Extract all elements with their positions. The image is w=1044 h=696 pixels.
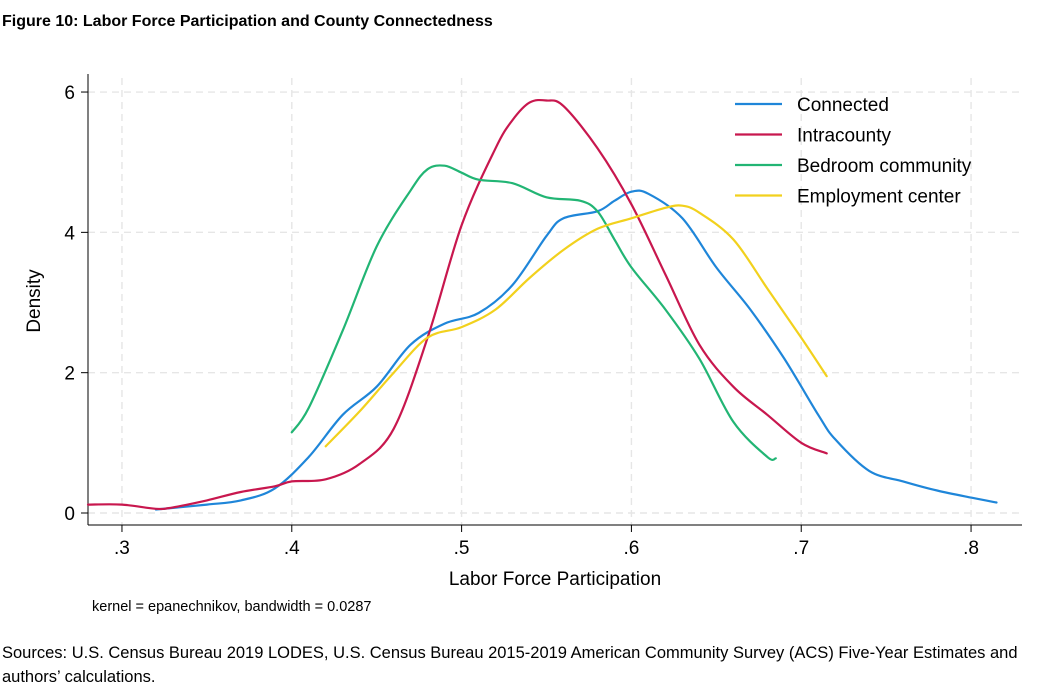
sources-note: Sources: U.S. Census Bureau 2019 LODES, … — [2, 644, 1018, 686]
x-tick-label: .8 — [963, 538, 979, 559]
grid — [88, 78, 1022, 525]
x-tick-label: .3 — [114, 538, 130, 559]
legend-label-connected: Connected — [797, 95, 889, 116]
kernel-note: kernel = epanechnikov, bandwidth = 0.028… — [92, 599, 371, 615]
legend-label-employment-center: Employment center — [797, 187, 961, 208]
y-tick-label: 6 — [64, 83, 75, 104]
y-tick-label: 0 — [64, 504, 75, 525]
legend: Connected Intracounty Bedroom community Emp… — [735, 95, 972, 208]
x-axis-label: Labor Force Participation — [449, 569, 661, 590]
series-line-intracounty — [86, 98, 828, 511]
series-line-bedroom-community — [290, 164, 777, 462]
legend-label-bedroom-community: Bedroom community — [797, 156, 972, 177]
series-lines — [86, 98, 998, 511]
legend-label-intracounty: Intracounty — [797, 126, 891, 147]
density-chart: 0 2 4 6 .3 .4 .5 .6 .7 .8 Connected Intracounty Bed… — [24, 74, 1022, 615]
x-tick-label: .5 — [454, 538, 470, 559]
x-tick-label: .6 — [623, 538, 639, 559]
series-line-employment-center — [324, 204, 828, 448]
y-tick-label: 2 — [64, 364, 75, 385]
y-tick-label: 4 — [64, 223, 75, 244]
axes: 0 2 4 6 .3 .4 .5 .6 .7 .8 — [64, 74, 1022, 559]
x-tick-label: .7 — [793, 538, 809, 559]
y-axis-label: Density — [24, 269, 45, 333]
figure-title: Figure 10: Labor Force Participation and… — [2, 13, 493, 30]
series-line-connected — [154, 189, 998, 511]
x-tick-label: .4 — [284, 538, 300, 559]
